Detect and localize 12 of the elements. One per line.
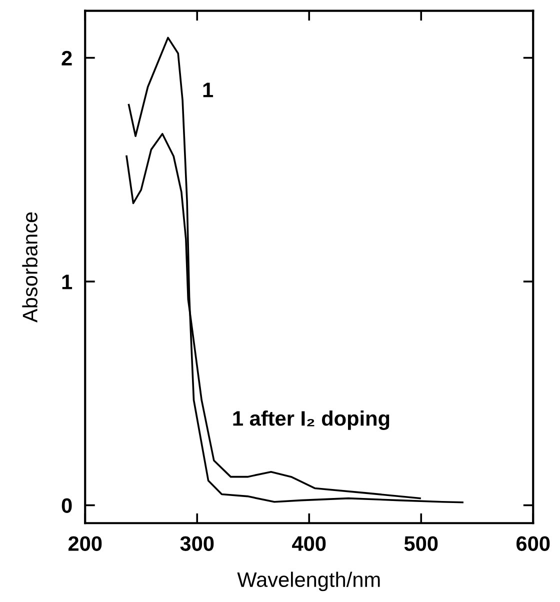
series-label: 1 <box>203 82 214 98</box>
y-tick-label: 2 <box>62 50 72 66</box>
x-tick-label: 300 <box>180 536 214 551</box>
y-tick-label: 0 <box>62 498 72 513</box>
x-axis-title: Wavelength/nm <box>237 572 380 592</box>
x-tick-label: 600 <box>516 536 550 551</box>
x-tick-label: 200 <box>68 536 102 551</box>
x-tick-label: 500 <box>404 536 438 551</box>
series-label: 1 after I₂ doping <box>233 410 390 430</box>
y-axis-title: Absorbance <box>22 212 38 323</box>
x-tick-label: 400 <box>292 536 326 551</box>
y-tick-label: 1 <box>62 274 72 290</box>
